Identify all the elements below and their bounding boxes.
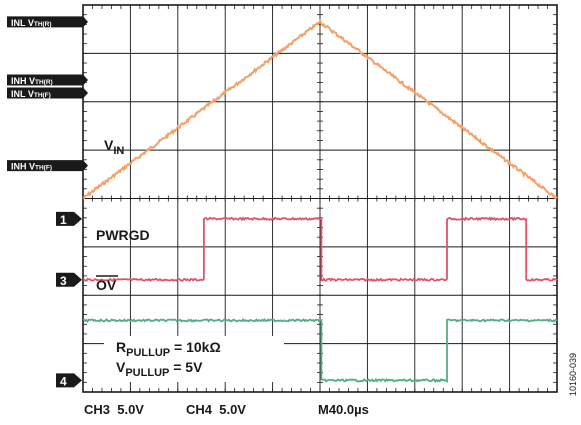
ch3-scale-label: CH3 5.0V [84,402,144,417]
threshold-marker-label: INH VTH(F) [11,162,52,172]
vin-trace [82,18,558,200]
channel-marker [56,373,82,388]
channel-marker-label: 1 [60,213,67,227]
ov-trace [82,317,558,383]
threshold-marker-label: INL VTH(R) [11,18,52,28]
channel-marker [56,211,82,226]
threshold-marker [7,16,88,28]
pwrgd-trace [82,216,558,282]
pwrgd-label: PWRGD [96,227,150,243]
channel-marker-label: 3 [60,274,67,288]
threshold-marker-label: INH VTH(R) [11,76,53,86]
r-pullup-label: RPULLUP = 10kΩ [116,339,221,359]
threshold-marker [7,87,88,99]
threshold-marker-label: INL VTH(F) [11,89,51,99]
ov-label: OV [96,277,117,293]
v-pullup-label: VPULLUP = 5V [116,359,203,379]
traces [82,18,558,383]
threshold-marker [7,74,88,86]
grid [82,4,558,393]
vin-label: VIN [104,137,124,157]
figure-id: 10160-039 [568,353,578,396]
channel-marker [56,272,82,287]
pullup-annotation-bg [104,336,284,382]
ch4-scale-label: CH4 5.0V [186,402,246,417]
markers: INL VTH(R) INH VTH(R) INL VTH(F) INH VTH(F)… [7,16,88,388]
time-scale-label: M40.0µs [318,402,369,417]
channel-marker-label: 4 [60,374,67,388]
threshold-marker [7,160,88,172]
